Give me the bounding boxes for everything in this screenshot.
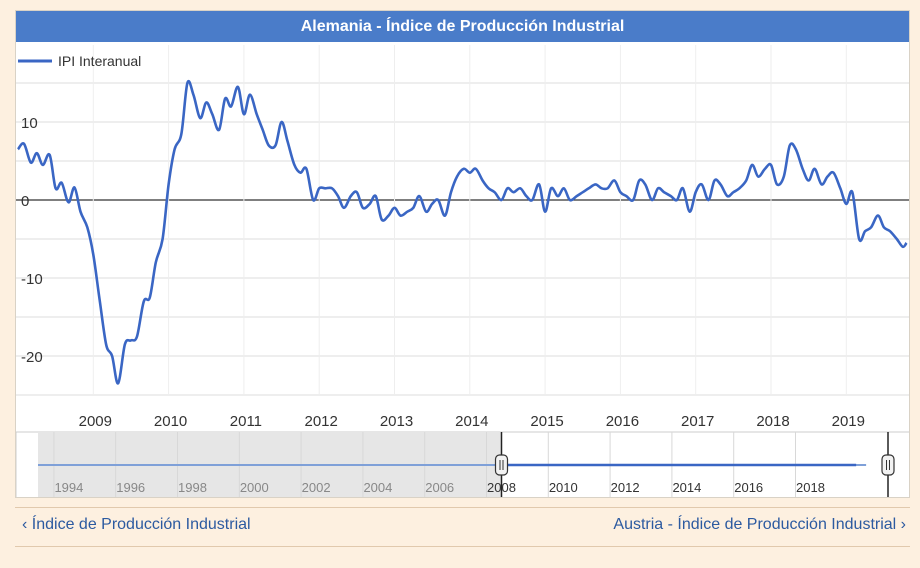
navigator-label: 2010	[549, 480, 578, 495]
grid-layer	[16, 45, 909, 396]
x-tick-label: 2011	[230, 413, 262, 430]
y-tick-label: -10	[21, 271, 43, 288]
x-tick-label: 2014	[455, 413, 488, 430]
x-tick-label: 2019	[832, 413, 865, 430]
next-chart-link[interactable]: Austria - Índice de Producción Industria…	[613, 516, 906, 533]
chart-title: Alemania - Índice de Producción Industri…	[16, 11, 909, 42]
x-tick-label: 2017	[681, 413, 714, 430]
navigator-handle-right[interactable]	[881, 454, 895, 476]
prev-chart-link[interactable]: ‹ Índice de Producción Industrial	[22, 516, 251, 533]
navigator-label: 2014	[672, 480, 701, 495]
legend: IPI Interanual	[18, 53, 141, 69]
panel-edge	[910, 10, 920, 498]
series-line-ipi-interanual	[16, 79, 908, 385]
navigator-label: 2006	[425, 480, 454, 495]
x-tick-label: 2015	[530, 413, 563, 430]
navigator-label: 2016	[734, 480, 763, 495]
navigator-label: 1998	[178, 480, 207, 495]
navigator-label: 2000	[240, 480, 269, 495]
divider-top	[15, 507, 910, 508]
chart-panel: Alemania - Índice de Producción Industri…	[15, 10, 910, 498]
y-tick-label: 10	[21, 115, 38, 132]
x-tick-label: 2013	[380, 413, 413, 430]
navigator-label: 2002	[302, 480, 331, 495]
x-tick-label: 2016	[606, 413, 639, 430]
x-tick-label: 2018	[756, 413, 789, 430]
series-layer	[16, 79, 908, 385]
navigator-label: 1994	[54, 480, 83, 495]
navigator-handle-left[interactable]	[494, 454, 509, 476]
x-tick-label: 2010	[154, 413, 187, 430]
navigator-label: 2004	[363, 480, 392, 495]
axis-layer: 10 0 -10 -20 2009 2010 2011 2012 2013 2014 2015 201…	[21, 115, 865, 430]
navigator-label: 1996	[116, 480, 145, 495]
navigator-label: 2018	[796, 480, 825, 495]
chart-svg: 10 0 -10 -20 2009 2010 2011 2012 2013 2014 2015 201…	[16, 45, 909, 497]
legend-label-ipi: IPI Interanual	[58, 53, 141, 69]
navigator-label: 2012	[611, 480, 640, 495]
x-tick-label: 2012	[305, 413, 338, 430]
x-tick-label: 2009	[79, 413, 112, 430]
divider-bottom	[15, 546, 910, 547]
navigator: 1994 1996 1998 2000 2002 2004 2006 2008 2010 2012…	[16, 431, 909, 497]
y-tick-label: -20	[21, 349, 43, 366]
y-tick-label: 0	[21, 193, 29, 210]
